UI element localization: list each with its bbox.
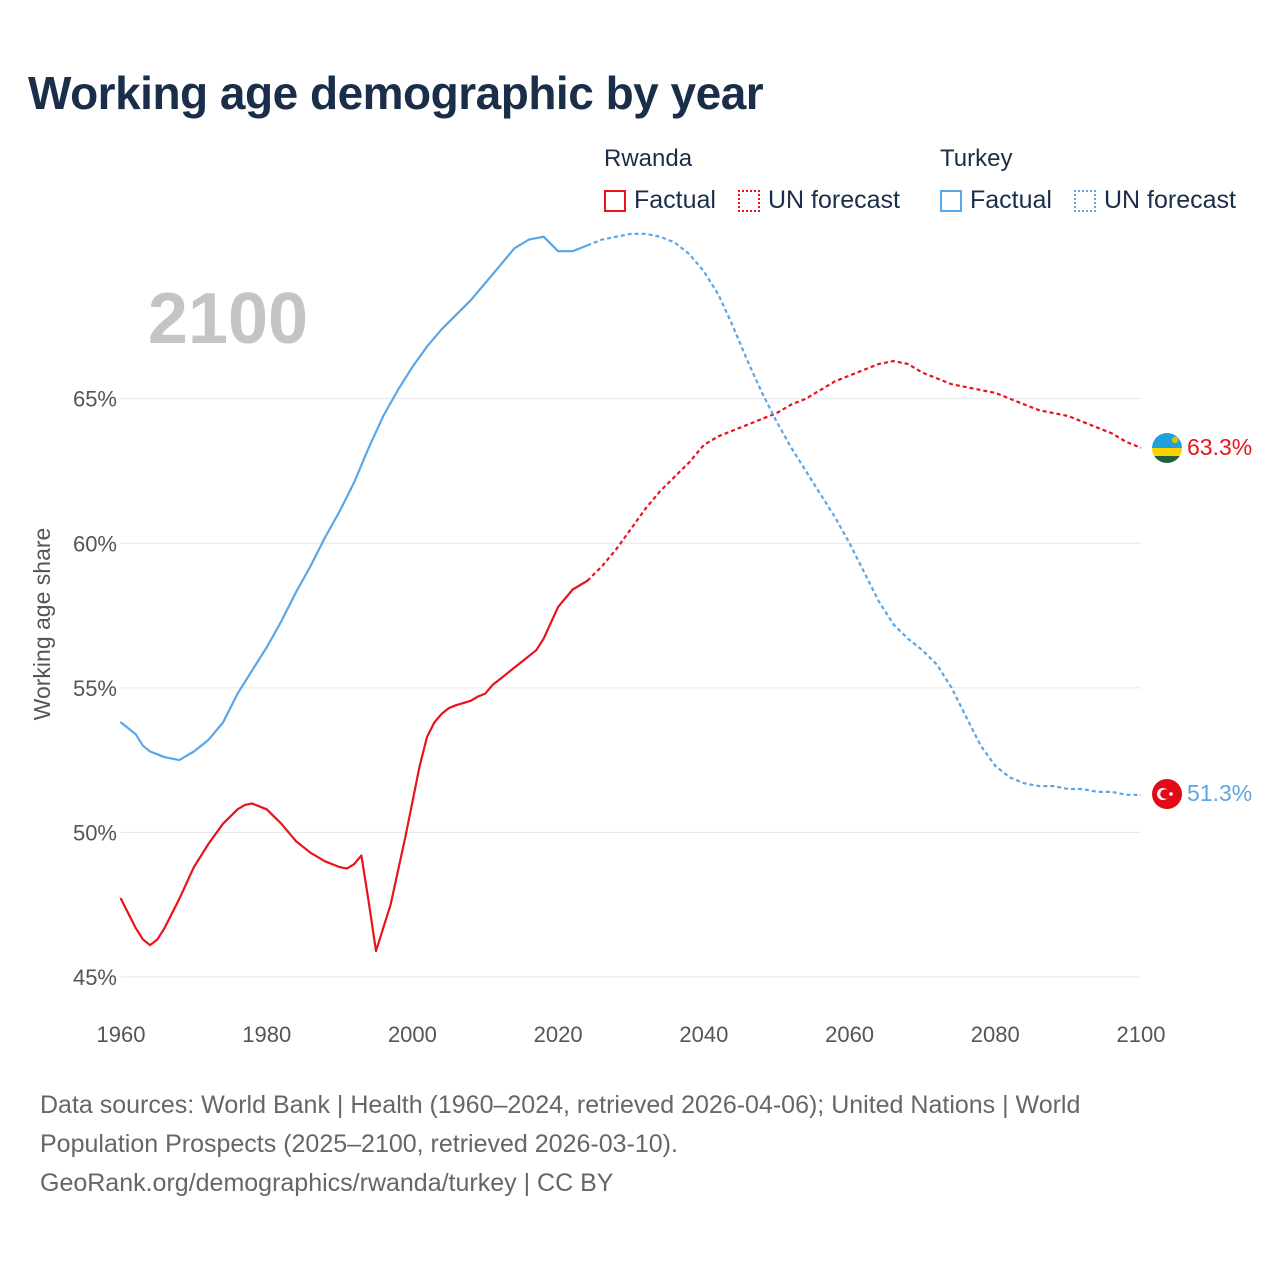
turkey-flag-icon <box>1152 779 1182 809</box>
x-tick-label: 2040 <box>679 1022 728 1047</box>
turkey-end-label: 51.3% <box>1187 780 1252 806</box>
chart-plot: 2100 45% 50% 55% 60% 65% 1960 1980 2000 2020 2040… <box>29 232 1252 1047</box>
footer-sources-line-2: Population Prospects (2025–2100, retriev… <box>40 1130 678 1158</box>
legend-label: Factual <box>634 186 716 214</box>
legend-swatch-solid-icon <box>940 189 962 212</box>
series-turkey-forecast-line[interactable] <box>586 232 1141 796</box>
x-tick-label: 2000 <box>388 1022 437 1047</box>
y-tick-label: 45% <box>73 965 117 990</box>
series-turkey-factual-line[interactable] <box>119 235 589 762</box>
legend-item-turkey-forecast[interactable]: UN forecast <box>1074 186 1236 215</box>
x-tick-label: 2080 <box>971 1022 1020 1047</box>
legend-group-turkey: Turkey <box>940 145 1013 172</box>
legend-label: UN forecast <box>768 186 900 214</box>
legend-swatch-solid-icon <box>604 189 626 212</box>
rwanda-flag-icon <box>1152 433 1182 463</box>
footer-sources-line-1: Data sources: World Bank | Health (1960–… <box>40 1091 1081 1119</box>
legend-swatch-dotted-icon <box>1074 189 1096 212</box>
x-tick-label: 1980 <box>242 1022 291 1047</box>
legend-item-rwanda-factual[interactable]: Factual <box>604 186 716 215</box>
series-rwanda-forecast-line[interactable] <box>586 360 1142 582</box>
legend-group-rwanda: Rwanda <box>604 145 693 172</box>
y-tick-label: 60% <box>73 531 117 556</box>
footer: Data sources: World Bank | Health (1960–… <box>40 1086 1220 1203</box>
legend-item-rwanda-forecast[interactable]: UN forecast <box>738 186 900 215</box>
x-tick-label: 1960 <box>97 1022 146 1047</box>
legend-item-turkey-factual[interactable]: Factual <box>940 186 1052 215</box>
legend-label: UN forecast <box>1104 186 1236 214</box>
chart-title: Working age demographic by year <box>28 67 764 119</box>
rwanda-end-label: 63.3% <box>1187 434 1252 460</box>
y-tick-label: 65% <box>73 387 117 412</box>
y-tick-label: 50% <box>73 820 117 845</box>
y-axis-label: Working age share <box>29 528 55 721</box>
x-tick-label: 2060 <box>825 1022 874 1047</box>
y-tick-label: 55% <box>73 676 117 701</box>
x-tick-label: 2100 <box>1117 1022 1166 1047</box>
footer-attribution[interactable]: GeoRank.org/demographics/rwanda/turkey |… <box>40 1169 614 1197</box>
year-overlay: 2100 <box>148 279 308 359</box>
legend-swatch-dotted-icon <box>738 189 760 212</box>
x-tick-label: 2020 <box>534 1022 583 1047</box>
series-rwanda-factual-line[interactable] <box>119 579 589 953</box>
legend-label: Factual <box>970 186 1052 214</box>
